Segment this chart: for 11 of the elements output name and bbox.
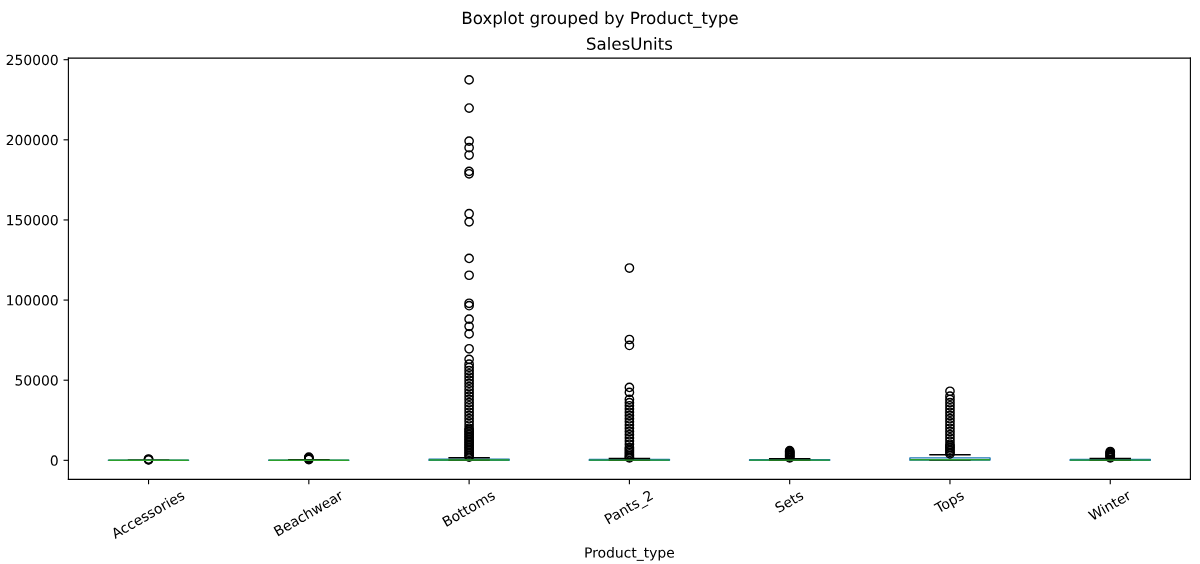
y-tick-label: 200000 (6, 134, 58, 146)
x-tick-label: Sets (774, 489, 805, 513)
x-tick-label: Tops (933, 489, 967, 517)
y-tick-label: 0 (50, 455, 58, 466)
chart-title: Boxplot grouped by Product_type (462, 11, 738, 28)
y-tick-label: 100000 (7, 295, 58, 306)
y-tick-label: 250000 (6, 54, 58, 66)
y-tick-label: 150000 (7, 214, 58, 226)
x-axis-title: Product_type (585, 547, 675, 561)
y-tick-label: 50000 (15, 375, 58, 386)
chart-subtitle: SalesUnits (587, 37, 673, 50)
